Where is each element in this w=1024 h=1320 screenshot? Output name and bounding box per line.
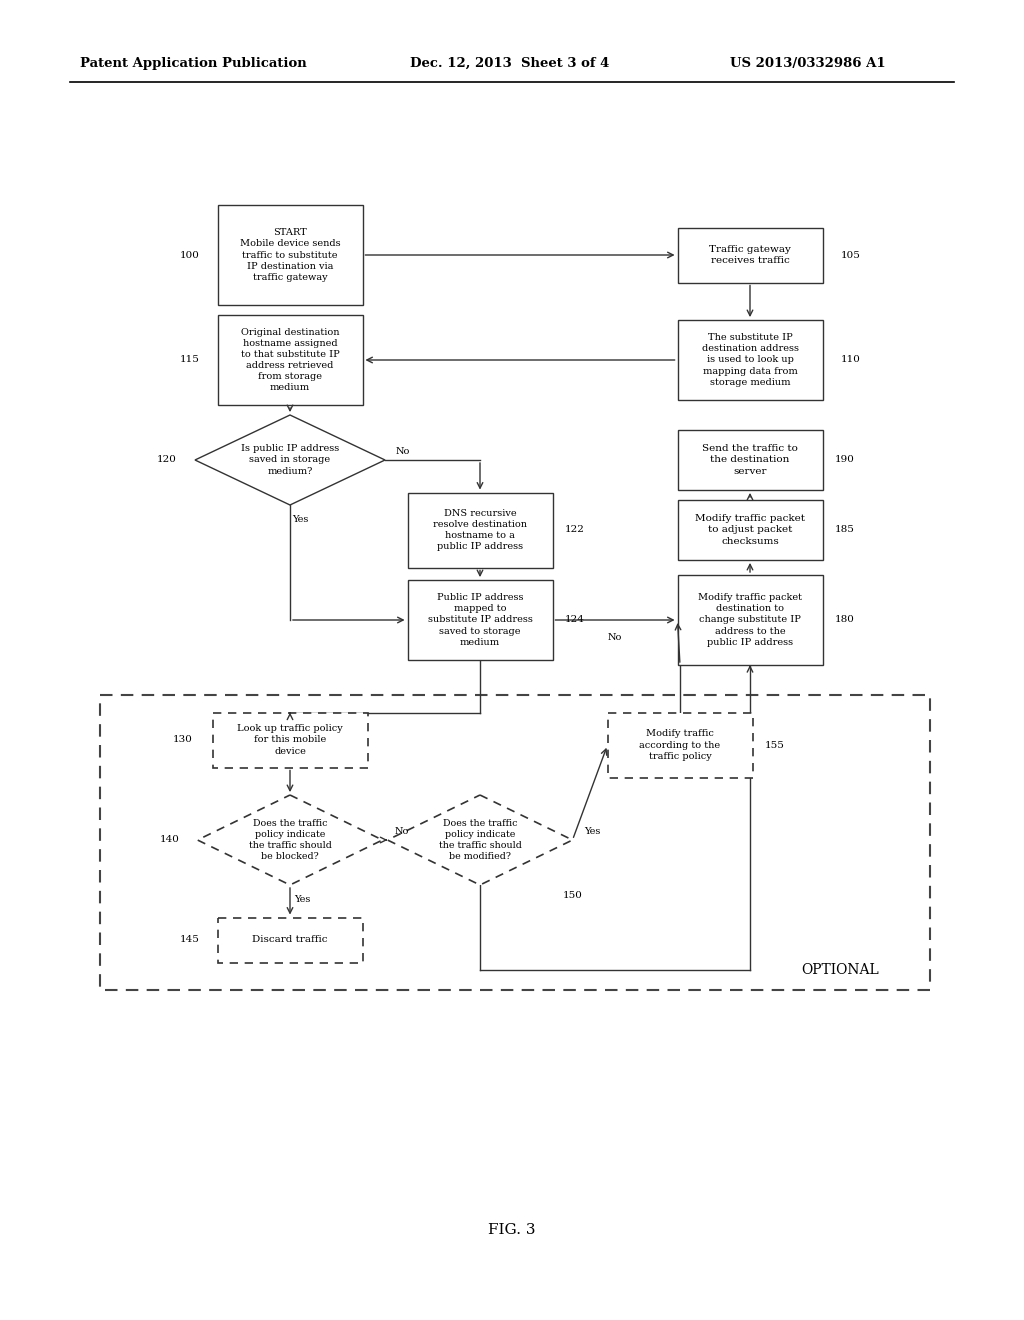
Text: 105: 105 bbox=[841, 251, 860, 260]
Text: Dec. 12, 2013  Sheet 3 of 4: Dec. 12, 2013 Sheet 3 of 4 bbox=[410, 57, 609, 70]
Polygon shape bbox=[198, 795, 383, 884]
Text: No: No bbox=[394, 828, 409, 837]
Text: 140: 140 bbox=[160, 836, 179, 845]
Text: Public IP address
mapped to
substitute IP address
saved to storage
medium: Public IP address mapped to substitute I… bbox=[428, 593, 532, 647]
Bar bbox=[678, 576, 822, 665]
Bar bbox=[607, 713, 753, 777]
Text: 145: 145 bbox=[179, 936, 200, 945]
Text: No: No bbox=[396, 447, 411, 457]
Text: 124: 124 bbox=[564, 615, 585, 624]
Text: Does the traffic
policy indicate
the traffic should
be blocked?: Does the traffic policy indicate the tra… bbox=[249, 818, 332, 861]
Text: DNS recursive
resolve destination
hostname to a
public IP address: DNS recursive resolve destination hostna… bbox=[433, 508, 527, 552]
Bar bbox=[408, 579, 553, 660]
Bar bbox=[678, 430, 822, 490]
Text: 180: 180 bbox=[835, 615, 854, 624]
Text: 155: 155 bbox=[765, 741, 784, 750]
Text: Is public IP address
saved in storage
medium?: Is public IP address saved in storage me… bbox=[241, 445, 339, 475]
Bar bbox=[217, 205, 362, 305]
Text: FIG. 3: FIG. 3 bbox=[488, 1224, 536, 1237]
Text: Discard traffic: Discard traffic bbox=[252, 936, 328, 945]
Text: Yes: Yes bbox=[294, 895, 310, 903]
Polygon shape bbox=[387, 795, 572, 884]
Text: Send the traffic to
the destination
server: Send the traffic to the destination serv… bbox=[702, 445, 798, 475]
Bar bbox=[408, 492, 553, 568]
Text: 120: 120 bbox=[157, 455, 177, 465]
Text: Original destination
hostname assigned
to that substitute IP
address retrieved
f: Original destination hostname assigned t… bbox=[241, 327, 339, 392]
Text: Patent Application Publication: Patent Application Publication bbox=[80, 57, 307, 70]
Polygon shape bbox=[195, 414, 385, 506]
Text: START
Mobile device sends
traffic to substitute
IP destination via
traffic gatew: START Mobile device sends traffic to sub… bbox=[240, 228, 340, 281]
Text: 115: 115 bbox=[179, 355, 200, 364]
Text: 100: 100 bbox=[179, 251, 200, 260]
Text: Look up traffic policy
for this mobile
device: Look up traffic policy for this mobile d… bbox=[238, 725, 343, 755]
Bar bbox=[213, 713, 368, 767]
Text: US 2013/0332986 A1: US 2013/0332986 A1 bbox=[730, 57, 886, 70]
Text: The substitute IP
destination address
is used to look up
mapping data from
stora: The substitute IP destination address is… bbox=[701, 333, 799, 387]
Text: 130: 130 bbox=[173, 735, 193, 744]
Text: 110: 110 bbox=[841, 355, 860, 364]
Text: Modify traffic packet
to adjust packet
checksums: Modify traffic packet to adjust packet c… bbox=[695, 515, 805, 545]
Bar bbox=[678, 227, 822, 282]
Text: OPTIONAL: OPTIONAL bbox=[801, 964, 879, 977]
Text: Yes: Yes bbox=[292, 516, 308, 524]
Bar bbox=[678, 319, 822, 400]
Bar bbox=[217, 315, 362, 405]
Text: 190: 190 bbox=[835, 455, 854, 465]
Bar bbox=[100, 696, 930, 990]
Bar bbox=[678, 500, 822, 560]
Text: No: No bbox=[608, 634, 623, 643]
Text: 185: 185 bbox=[835, 525, 854, 535]
Text: Modify traffic
according to the
traffic policy: Modify traffic according to the traffic … bbox=[639, 730, 721, 760]
Text: Does the traffic
policy indicate
the traffic should
be modified?: Does the traffic policy indicate the tra… bbox=[438, 818, 521, 861]
Text: 122: 122 bbox=[564, 525, 585, 535]
Text: Yes: Yes bbox=[585, 828, 601, 837]
Text: 150: 150 bbox=[562, 891, 583, 899]
Bar bbox=[217, 917, 362, 962]
Text: Modify traffic packet
destination to
change substitute IP
address to the
public : Modify traffic packet destination to cha… bbox=[698, 593, 802, 647]
Text: Traffic gateway
receives traffic: Traffic gateway receives traffic bbox=[709, 246, 791, 265]
